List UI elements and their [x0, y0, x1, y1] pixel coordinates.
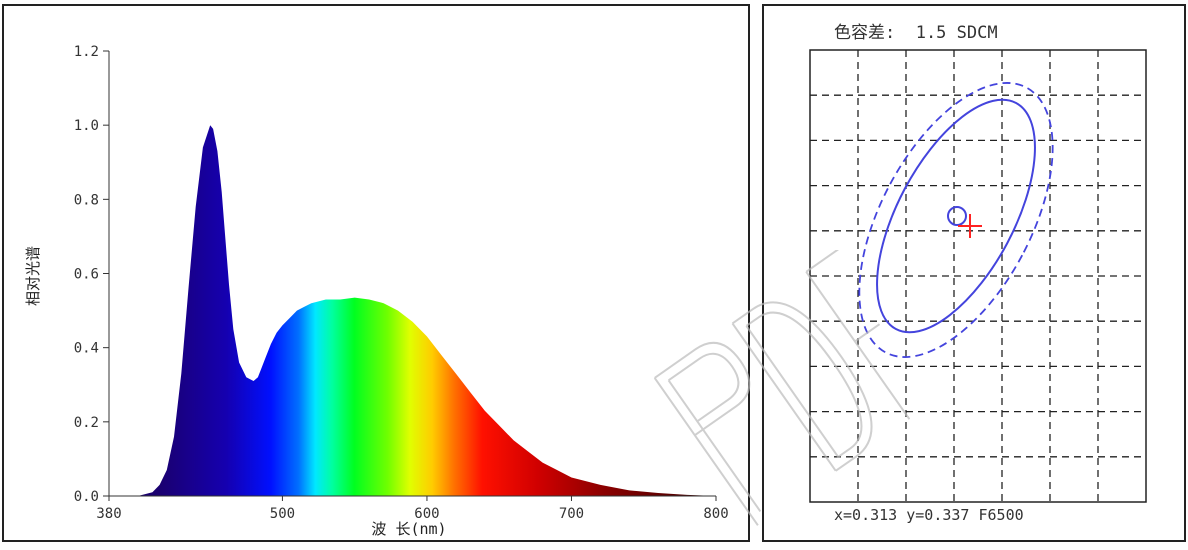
- spectrum-area: [109, 125, 716, 496]
- y-tick-label: 1.2: [74, 44, 99, 60]
- tolerance-ellipse-inner: [876, 98, 1036, 334]
- y-tick-label: 1.0: [74, 118, 99, 134]
- y-tick-label: 0.4: [74, 341, 99, 357]
- y-tick-label: 0.8: [74, 192, 99, 208]
- x-axis-title: 波 长(nm): [371, 520, 446, 538]
- sdcm-title: 色容差: 1.5 SDCM: [834, 23, 998, 43]
- color-tolerance-panel: 色容差: 1.5 SDCM x=0.313 y=0.337 F6500: [762, 4, 1186, 542]
- y-axis-ticks: 0.0 0.2 0.4 0.6 0.8 1.0 1.2: [74, 44, 109, 505]
- x-tick-label: 800: [703, 506, 728, 522]
- measured-point-cross: [958, 214, 982, 238]
- x-tick-label: 700: [559, 506, 584, 522]
- spectrum-chart: 0.0 0.2 0.4 0.6 0.8 1.0 1.2 380 500 600 700 800 波 …: [24, 44, 729, 538]
- x-tick-label: 500: [270, 506, 295, 522]
- chromaticity-readout: x=0.313 y=0.337 F6500: [834, 506, 1024, 524]
- macadam-ellipse-chart: 色容差: 1.5 SDCM x=0.313 y=0.337 F6500: [809, 23, 1147, 524]
- y-tick-label: 0.2: [74, 415, 99, 431]
- y-tick-label: 0.6: [74, 267, 99, 283]
- y-axis-title: 相对光谱: [24, 246, 42, 306]
- spectrum-plot-area: 0.0 0.2 0.4 0.6 0.8 1.0 1.2 380 500 600 700 800: [74, 44, 729, 522]
- tolerance-ellipse-outer: [858, 82, 1054, 358]
- x-tick-label: 600: [414, 506, 439, 522]
- x-tick-label: 380: [96, 506, 121, 522]
- target-point-circle: [947, 206, 967, 226]
- x-axis-ticks: 380 500 600 700 800: [96, 496, 729, 522]
- spectrum-chart-panel: 0.0 0.2 0.4 0.6 0.8 1.0 1.2 380 500 600 700 800 波 …: [2, 4, 750, 542]
- chromaticity-grid: [810, 50, 1146, 502]
- y-tick-label: 0.0: [74, 489, 99, 505]
